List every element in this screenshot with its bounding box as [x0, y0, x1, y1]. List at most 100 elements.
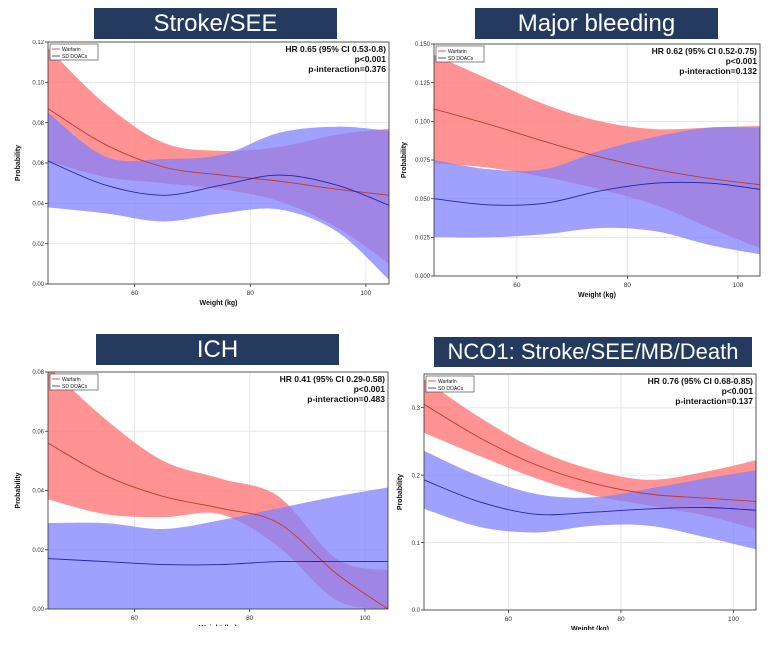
sd-doacs-line: [48, 160, 389, 206]
x-tick-label: 80: [617, 616, 625, 623]
y-tick-label: 0.06: [32, 161, 44, 167]
stats-annotation: p<0.001: [726, 56, 758, 66]
chart-major-bleeding: 60 80 100 0.000 0.025 0.050 0.075 0.100 0.125 0.1…: [401, 42, 761, 299]
y-tick-label: 0.0: [412, 608, 421, 614]
panel-title-banner: ICH: [96, 334, 339, 365]
warfarin-line: [48, 442, 388, 609]
warfarin-line: [434, 108, 760, 186]
legend-box: [435, 45, 485, 63]
panel-title-banner: Stroke/SEE: [94, 8, 337, 39]
legend-box: [425, 375, 475, 393]
sd-doacs-ci-band: [48, 112, 389, 280]
sd-doacs-ci-band: [434, 126, 760, 255]
legend-label-sd-doacs: SD DOACs: [438, 386, 464, 392]
x-tick-label: 60: [505, 616, 513, 623]
y-tick-label: 0.04: [32, 202, 44, 208]
chart-stroke-see: 60 80 100 0.00 0.02 0.04 0.06 0.08 0.10 0.12 Weigh…: [15, 40, 390, 307]
x-tick-label: 60: [131, 290, 139, 297]
x-tick-label: 80: [624, 282, 632, 289]
y-tick-label: 0.075: [415, 158, 431, 164]
x-tick-label: 80: [247, 290, 255, 297]
legend-box: [49, 43, 99, 61]
stats-annotation: p<0.001: [355, 54, 387, 64]
y-axis-label: Probability: [397, 474, 404, 510]
x-tick-label: 60: [513, 282, 521, 289]
stats-annotation: HR 0.76 (95% CI 0.68-0.85): [648, 376, 754, 386]
legend-label-sd-doacs: SD DOACs: [62, 384, 88, 390]
panel-title-banner: Major bleeding: [475, 8, 718, 39]
stats-annotation: p<0.001: [722, 386, 754, 396]
plot-series: [434, 54, 760, 255]
x-axis-label: Weight (kg): [571, 626, 609, 630]
y-tick-label: 0.025: [415, 236, 431, 242]
x-tick-label: 60: [131, 615, 139, 622]
y-tick-label: 0.04: [32, 489, 44, 495]
stats-annotation: HR 0.65 (95% CI 0.53-0.8): [285, 44, 386, 54]
legend-label-sd-doacs: SD DOACs: [448, 56, 474, 62]
x-tick-label: 100: [732, 282, 743, 289]
y-axis-label: Probability: [401, 142, 408, 178]
y-tick-label: 0.06: [32, 429, 44, 435]
x-tick-label: 100: [360, 615, 371, 622]
legend-label-warfarin: Warfarin: [62, 47, 81, 53]
y-tick-label: 0.125: [415, 81, 431, 87]
panel-title: Major bleeding: [517, 10, 676, 37]
stats-annotation: p-interaction=0.137: [675, 396, 753, 406]
warfarin-line: [48, 108, 389, 196]
stats-annotation: p-interaction=0.132: [679, 66, 757, 76]
y-tick-label: 0.050: [415, 197, 431, 203]
warfarin-line: [424, 403, 756, 502]
y-tick-label: 0.2: [412, 473, 421, 479]
plot-frame: [423, 373, 757, 611]
sd-doacs-line: [48, 558, 388, 566]
stats-annotation: p<0.001: [354, 384, 386, 394]
y-axis-label: Probability: [15, 472, 22, 508]
legend-label-warfarin: Warfarin: [438, 379, 457, 385]
y-tick-label: 0.10: [32, 81, 44, 87]
stats-annotation: p-interaction=0.483: [307, 394, 385, 404]
y-tick-label: 0.150: [415, 42, 431, 48]
y-tick-label: 0.3: [412, 406, 421, 412]
y-axis-label: Probability: [15, 145, 22, 181]
panel-title: ICH: [196, 336, 239, 363]
x-tick-label: 100: [728, 616, 739, 623]
y-tick-label: 0.100: [415, 120, 431, 126]
panel-title: NCO1: Stroke/SEE/MB/Death: [447, 339, 739, 364]
legend-box: [49, 373, 99, 391]
plot-series: [48, 372, 388, 609]
x-axis-label: Weight (kg): [200, 300, 238, 307]
y-tick-label: 0.000: [415, 274, 431, 280]
y-tick-label: 0.08: [32, 121, 44, 127]
chart-nco1: 60 80 100 0.0 0.1 0.2 0.3 Weight (kg) Probabilit…: [397, 373, 757, 630]
y-tick-label: 0.12: [32, 40, 44, 46]
x-axis-label: Weight (kg): [199, 625, 237, 626]
y-tick-label: 0.02: [32, 242, 44, 248]
plot-series: [48, 48, 389, 280]
y-tick-label: 0.08: [32, 370, 44, 376]
x-tick-label: 100: [360, 290, 371, 297]
stats-annotation: HR 0.62 (95% CI 0.52-0.75): [652, 46, 758, 56]
legend-label-sd-doacs: SD DOACs: [62, 54, 88, 60]
sd-doacs-line: [424, 479, 756, 516]
y-tick-label: 0.00: [32, 607, 44, 613]
x-axis-label: Weight (kg): [578, 292, 616, 299]
sd-doacs-line: [434, 181, 760, 206]
plot-series: [424, 379, 756, 550]
stats-annotation: HR 0.41 (95% CI 0.29-0.58): [280, 374, 386, 384]
y-tick-label: 0.00: [32, 282, 44, 288]
stats-annotation: p-interaction=0.376: [308, 64, 386, 74]
panel-title: Stroke/SEE: [153, 10, 278, 37]
panel-title-banner: NCO1: Stroke/SEE/MB/Death: [434, 337, 752, 367]
sd-doacs-ci-band: [424, 450, 756, 550]
y-tick-label: 0.1: [412, 541, 421, 547]
legend-label-warfarin: Warfarin: [448, 49, 467, 55]
y-tick-label: 0.02: [32, 548, 44, 554]
x-tick-label: 80: [246, 615, 254, 622]
chart-ich: 60 80 100 0.00 0.02 0.04 0.06 0.08 Weight (kg) Pr…: [15, 370, 389, 626]
sd-doacs-ci-band: [48, 487, 388, 609]
legend-label-warfarin: Warfarin: [62, 377, 81, 383]
